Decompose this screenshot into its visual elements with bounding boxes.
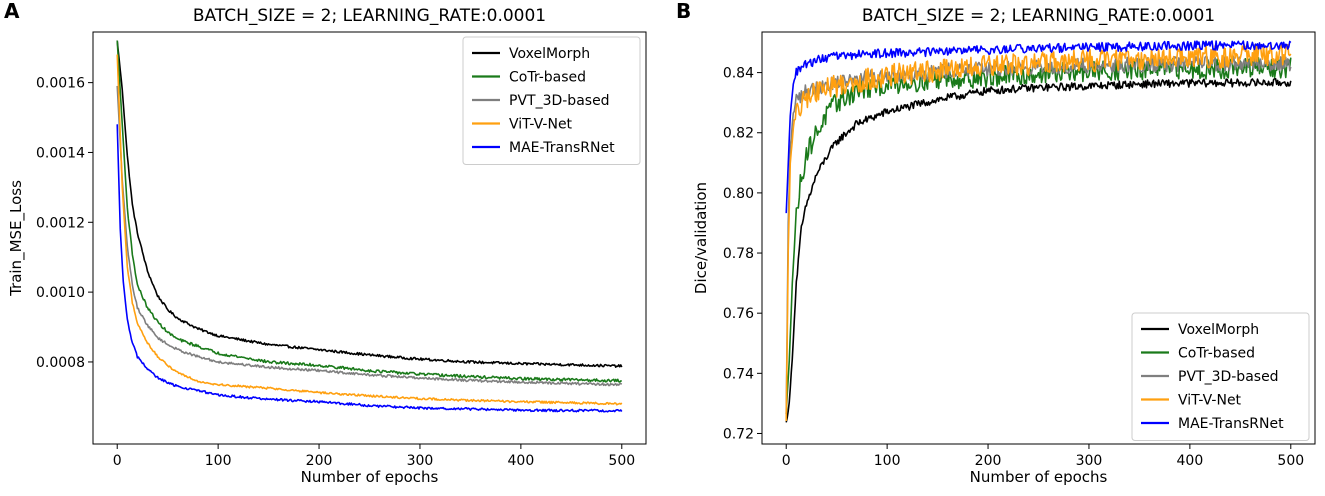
legend-box [462,36,641,165]
y-tick-label: 0.0016 [36,76,85,92]
legend-label: CoTr-based [509,70,586,86]
legend-label: ViT-V-Net [509,117,573,133]
x-tick-label: 300 [1076,453,1103,469]
legend-label: ViT-V-Net [1178,393,1242,409]
panel-letter: A [4,0,20,23]
chart-panel-a: A BATCH_SIZE = 2; LEARNING_RATE:0.0001 0 10… [4,0,647,486]
chart-panel-b: B BATCH_SIZE = 2; LEARNING_RATE:0.0001 0 10… [676,0,1316,486]
legend: VoxelMorph CoTr-based PVT_3D-based ViT-V-Ne… [1131,312,1310,441]
chart-title: BATCH_SIZE = 2; LEARNING_RATE:0.0001 [193,6,546,26]
legend-label: CoTr-based [1178,346,1255,362]
y-tick-label: 0.76 [723,306,754,322]
y-tick-label: 0.78 [723,246,754,262]
legend-label: MAE-TransRNet [1178,416,1284,432]
x-tick-label: 0 [113,453,122,469]
y-tick-label: 0.0008 [36,355,85,371]
axes-frame [761,31,1316,445]
legend: VoxelMorph CoTr-based PVT_3D-based ViT-V-Ne… [462,36,641,165]
x-tick-label: 200 [306,453,333,469]
series-line-voxelmorph [785,78,1292,423]
legend-box [1131,312,1310,441]
y-tick-label: 0.0014 [36,145,85,161]
y-tick-label: 0.84 [723,66,754,82]
chart-title: BATCH_SIZE = 2; LEARNING_RATE:0.0001 [862,6,1215,26]
axes-frame [92,31,647,445]
y-tick-label: 0.0012 [36,215,85,231]
y-tick-label: 0.82 [723,126,754,142]
x-tick-label: 300 [407,453,434,469]
x-tick-label: 400 [1177,453,1204,469]
x-tick-label: 500 [1277,453,1304,469]
x-tick-label: 100 [874,453,901,469]
y-axis-label: Dice/validation [692,182,710,294]
series-group [116,40,623,413]
legend-label: MAE-TransRNet [509,140,615,156]
legend-label: PVT_3D-based [1178,369,1279,385]
x-tick-label: 100 [205,453,232,469]
x-axis-label: Number of epochs [301,468,439,486]
series-line-cotr-based [785,57,1292,414]
y-axis-label: Train_MSE_Loss [7,180,26,297]
y-tick-label: 0.80 [723,186,754,202]
y-tick-label: 0.0010 [36,285,85,301]
series-line-cotr-based [116,40,622,383]
x-tick-label: 0 [782,453,791,469]
series-group [785,40,1292,423]
legend-label: PVT_3D-based [509,93,610,109]
series-line-mae-transrnet [116,124,623,413]
series-line-vit-v-net [116,54,623,406]
series-line-pvt-3d-based [116,85,623,387]
x-tick-label: 500 [608,453,635,469]
y-tick-label: 0.74 [723,366,754,382]
series-line-mae-transrnet [785,40,1292,214]
x-tick-label: 200 [975,453,1002,469]
panel-letter: B [676,0,691,23]
series-line-voxelmorph [116,40,623,368]
legend-label: VoxelMorph [1178,322,1259,338]
y-tick-label: 0.72 [723,426,754,442]
series-line-vit-v-net [785,43,1292,421]
x-axis-label: Number of epochs [970,468,1108,486]
x-tick-label: 400 [508,453,535,469]
legend-label: VoxelMorph [509,46,590,62]
